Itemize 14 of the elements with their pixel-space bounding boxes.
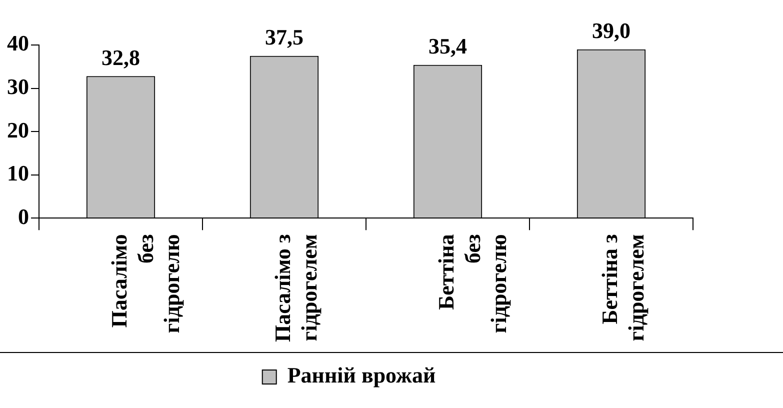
y-tick-label: 0	[18, 204, 29, 229]
text: 35,4	[428, 34, 467, 59]
x-tick-label: Беттіна без гідрогелю	[433, 234, 512, 334]
y-tick-label: 10	[7, 160, 29, 186]
text: 37,5	[265, 24, 304, 50]
x-tick-label: Пасалімо без гідрогелю	[106, 234, 184, 334]
x-tick-label: Беттіна з гідрогелем	[596, 234, 648, 342]
y-tick-label: 20	[7, 117, 29, 142]
y-tick-label: 30	[7, 74, 29, 99]
text: 32,8	[102, 44, 140, 70]
x-tick-label: Пасалімо з гідрогелем	[270, 234, 322, 342]
text: 39,0	[592, 18, 630, 44]
legend-label: Ранній врожай	[287, 362, 436, 388]
y-tick-label: 40	[7, 30, 29, 56]
